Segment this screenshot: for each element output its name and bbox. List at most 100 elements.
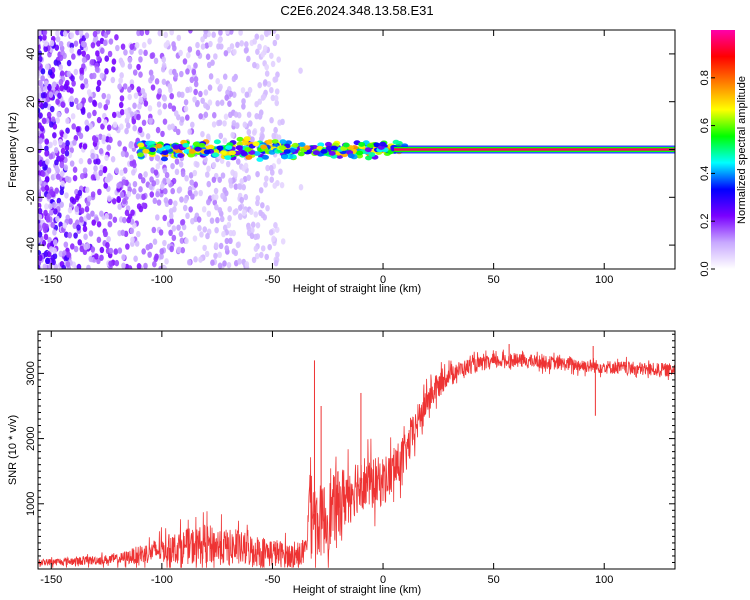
noise-blob xyxy=(133,255,138,262)
signal-blob xyxy=(365,155,373,161)
noise-blob xyxy=(116,195,121,203)
signal-blob xyxy=(366,143,374,148)
noise-blob xyxy=(157,109,163,116)
noise-blob xyxy=(84,119,90,126)
noise-blob xyxy=(137,173,143,180)
noise-blob xyxy=(206,198,211,206)
noise-blob xyxy=(42,30,48,36)
noise-blob xyxy=(145,133,151,140)
noise-blob xyxy=(174,168,180,176)
noise-blob xyxy=(110,76,116,84)
noise-blob xyxy=(86,89,92,96)
noise-blob xyxy=(178,230,184,238)
noise-blob xyxy=(201,206,207,213)
noise-blob xyxy=(43,80,49,87)
noise-blob xyxy=(178,49,183,57)
noise-blob xyxy=(195,41,200,49)
noise-blob xyxy=(229,43,235,50)
noise-blob xyxy=(264,70,270,77)
noise-blob xyxy=(82,225,88,233)
noise-blob xyxy=(132,102,137,109)
spectrogram-x-axis: -150 -100 -50 0 50 100 xyxy=(40,30,613,286)
noise-blob xyxy=(150,84,156,91)
noise-blob xyxy=(231,229,237,237)
noise-blob xyxy=(152,260,157,268)
noise-blob xyxy=(104,55,110,62)
noise-blob xyxy=(38,86,42,94)
noise-blob xyxy=(38,231,43,238)
noise-blob xyxy=(222,137,228,144)
noise-blob xyxy=(96,221,102,228)
noise-blob xyxy=(112,216,118,223)
noise-blob xyxy=(214,227,219,234)
signal-blob xyxy=(225,145,233,151)
noise-blob xyxy=(227,205,233,213)
noise-blob xyxy=(99,254,104,261)
noise-blob xyxy=(161,78,167,85)
noise-blob xyxy=(66,251,71,258)
noise-blob xyxy=(210,59,215,66)
noise-blob xyxy=(79,216,84,223)
noise-blob xyxy=(90,174,96,181)
noise-blob xyxy=(222,73,228,80)
noise-blob xyxy=(71,123,77,130)
noise-blob xyxy=(205,171,210,178)
noise-blob xyxy=(218,30,223,36)
noise-blob xyxy=(52,229,57,236)
noise-blob xyxy=(243,193,249,201)
noise-blob xyxy=(64,79,70,87)
noise-blob xyxy=(69,160,75,167)
noise-blob xyxy=(58,40,64,48)
noise-blob xyxy=(185,212,190,220)
noise-blob xyxy=(45,158,50,165)
noise-blob xyxy=(40,68,46,75)
noise-blob xyxy=(38,44,41,51)
x-tick-label: 100 xyxy=(595,574,613,586)
noise-blob xyxy=(184,237,189,245)
noise-blob xyxy=(217,262,223,269)
noise-blob xyxy=(66,70,72,78)
noise-blob xyxy=(246,224,252,232)
noise-blob xyxy=(130,209,135,216)
noise-blob xyxy=(182,204,188,212)
noise-blob xyxy=(95,158,101,165)
noise-blob xyxy=(193,88,198,96)
noise-blob xyxy=(162,102,168,110)
noise-blob xyxy=(257,43,262,51)
noise-blob xyxy=(158,229,164,236)
noise-blob xyxy=(138,186,143,193)
noise-blob xyxy=(276,158,282,165)
noise-blob xyxy=(74,205,80,213)
noise-blob xyxy=(238,30,243,36)
colorbar-tick-label: 0.4 xyxy=(699,166,711,181)
signal-blob xyxy=(235,145,243,151)
noise-blob xyxy=(95,50,100,57)
noise-blob xyxy=(103,182,108,189)
spectrogram-panel: -150 -100 -50 0 50 100 40 20 0 -20 -40 Height of … xyxy=(7,29,676,295)
noise-blob xyxy=(38,112,43,119)
noise-blob xyxy=(171,105,177,112)
noise-blob xyxy=(188,172,194,179)
noise-blob xyxy=(106,144,112,151)
signal-blob xyxy=(137,142,145,148)
noise-blob xyxy=(60,180,65,187)
noise-blob xyxy=(62,250,67,257)
noise-blob xyxy=(44,138,50,145)
noise-blob xyxy=(223,113,229,120)
noise-blob xyxy=(125,122,131,129)
colorbar-ticks: 0.0 0.2 0.4 0.6 0.8 xyxy=(699,70,715,277)
noise-blob xyxy=(48,121,54,128)
noise-blob xyxy=(210,259,215,266)
noise-blob xyxy=(102,39,108,47)
noise-blob xyxy=(138,96,144,103)
noise-blob xyxy=(58,250,64,258)
noise-blob xyxy=(271,235,276,242)
signal-blob xyxy=(373,142,381,148)
noise-blob xyxy=(141,119,147,126)
noise-blob xyxy=(155,191,160,198)
noise-blob xyxy=(62,30,68,37)
noise-blob xyxy=(211,121,217,128)
x-tick-label: -150 xyxy=(40,274,62,286)
noise-blob xyxy=(140,87,146,95)
noise-blob xyxy=(257,112,263,120)
